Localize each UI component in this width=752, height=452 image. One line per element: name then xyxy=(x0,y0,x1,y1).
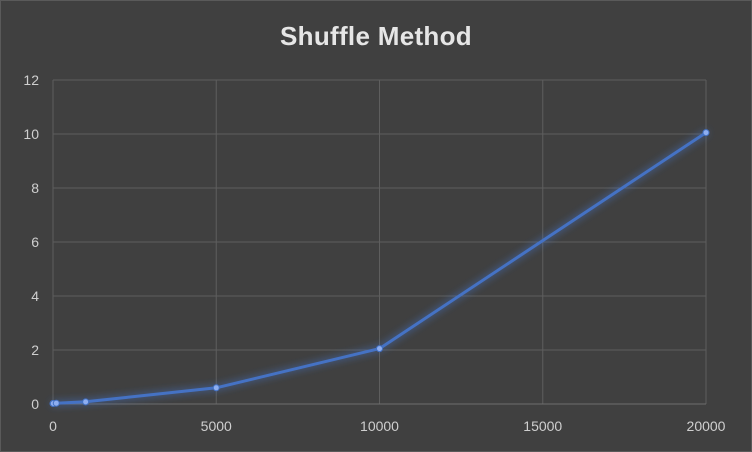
y-tick-label: 12 xyxy=(23,72,39,88)
data-point xyxy=(82,398,90,406)
data-point xyxy=(376,345,383,353)
grid-lines xyxy=(52,79,707,404)
x-tick-label: 5000 xyxy=(201,418,232,434)
data-point xyxy=(702,129,710,137)
x-tick-label: 0 xyxy=(49,418,57,434)
x-tick-label: 20000 xyxy=(687,418,726,434)
y-tick-label: 8 xyxy=(31,180,39,196)
y-tick-label: 4 xyxy=(31,288,39,304)
data-point xyxy=(52,399,60,407)
y-tick-label: 6 xyxy=(31,234,39,250)
x-tick-label: 15000 xyxy=(523,418,562,434)
y-axis-ticks: 0 2 4 6 8 10 12 xyxy=(23,72,39,412)
chart-title: Shuffle Method xyxy=(280,21,472,51)
data-point xyxy=(212,384,220,392)
y-tick-label: 10 xyxy=(23,126,39,142)
x-axis-ticks: 0 5000 10000 15000 20000 xyxy=(49,418,726,434)
series-layer xyxy=(49,129,710,407)
y-tick-label: 0 xyxy=(31,396,39,412)
y-tick-label: 2 xyxy=(31,342,39,358)
x-tick-label: 10000 xyxy=(360,418,399,434)
